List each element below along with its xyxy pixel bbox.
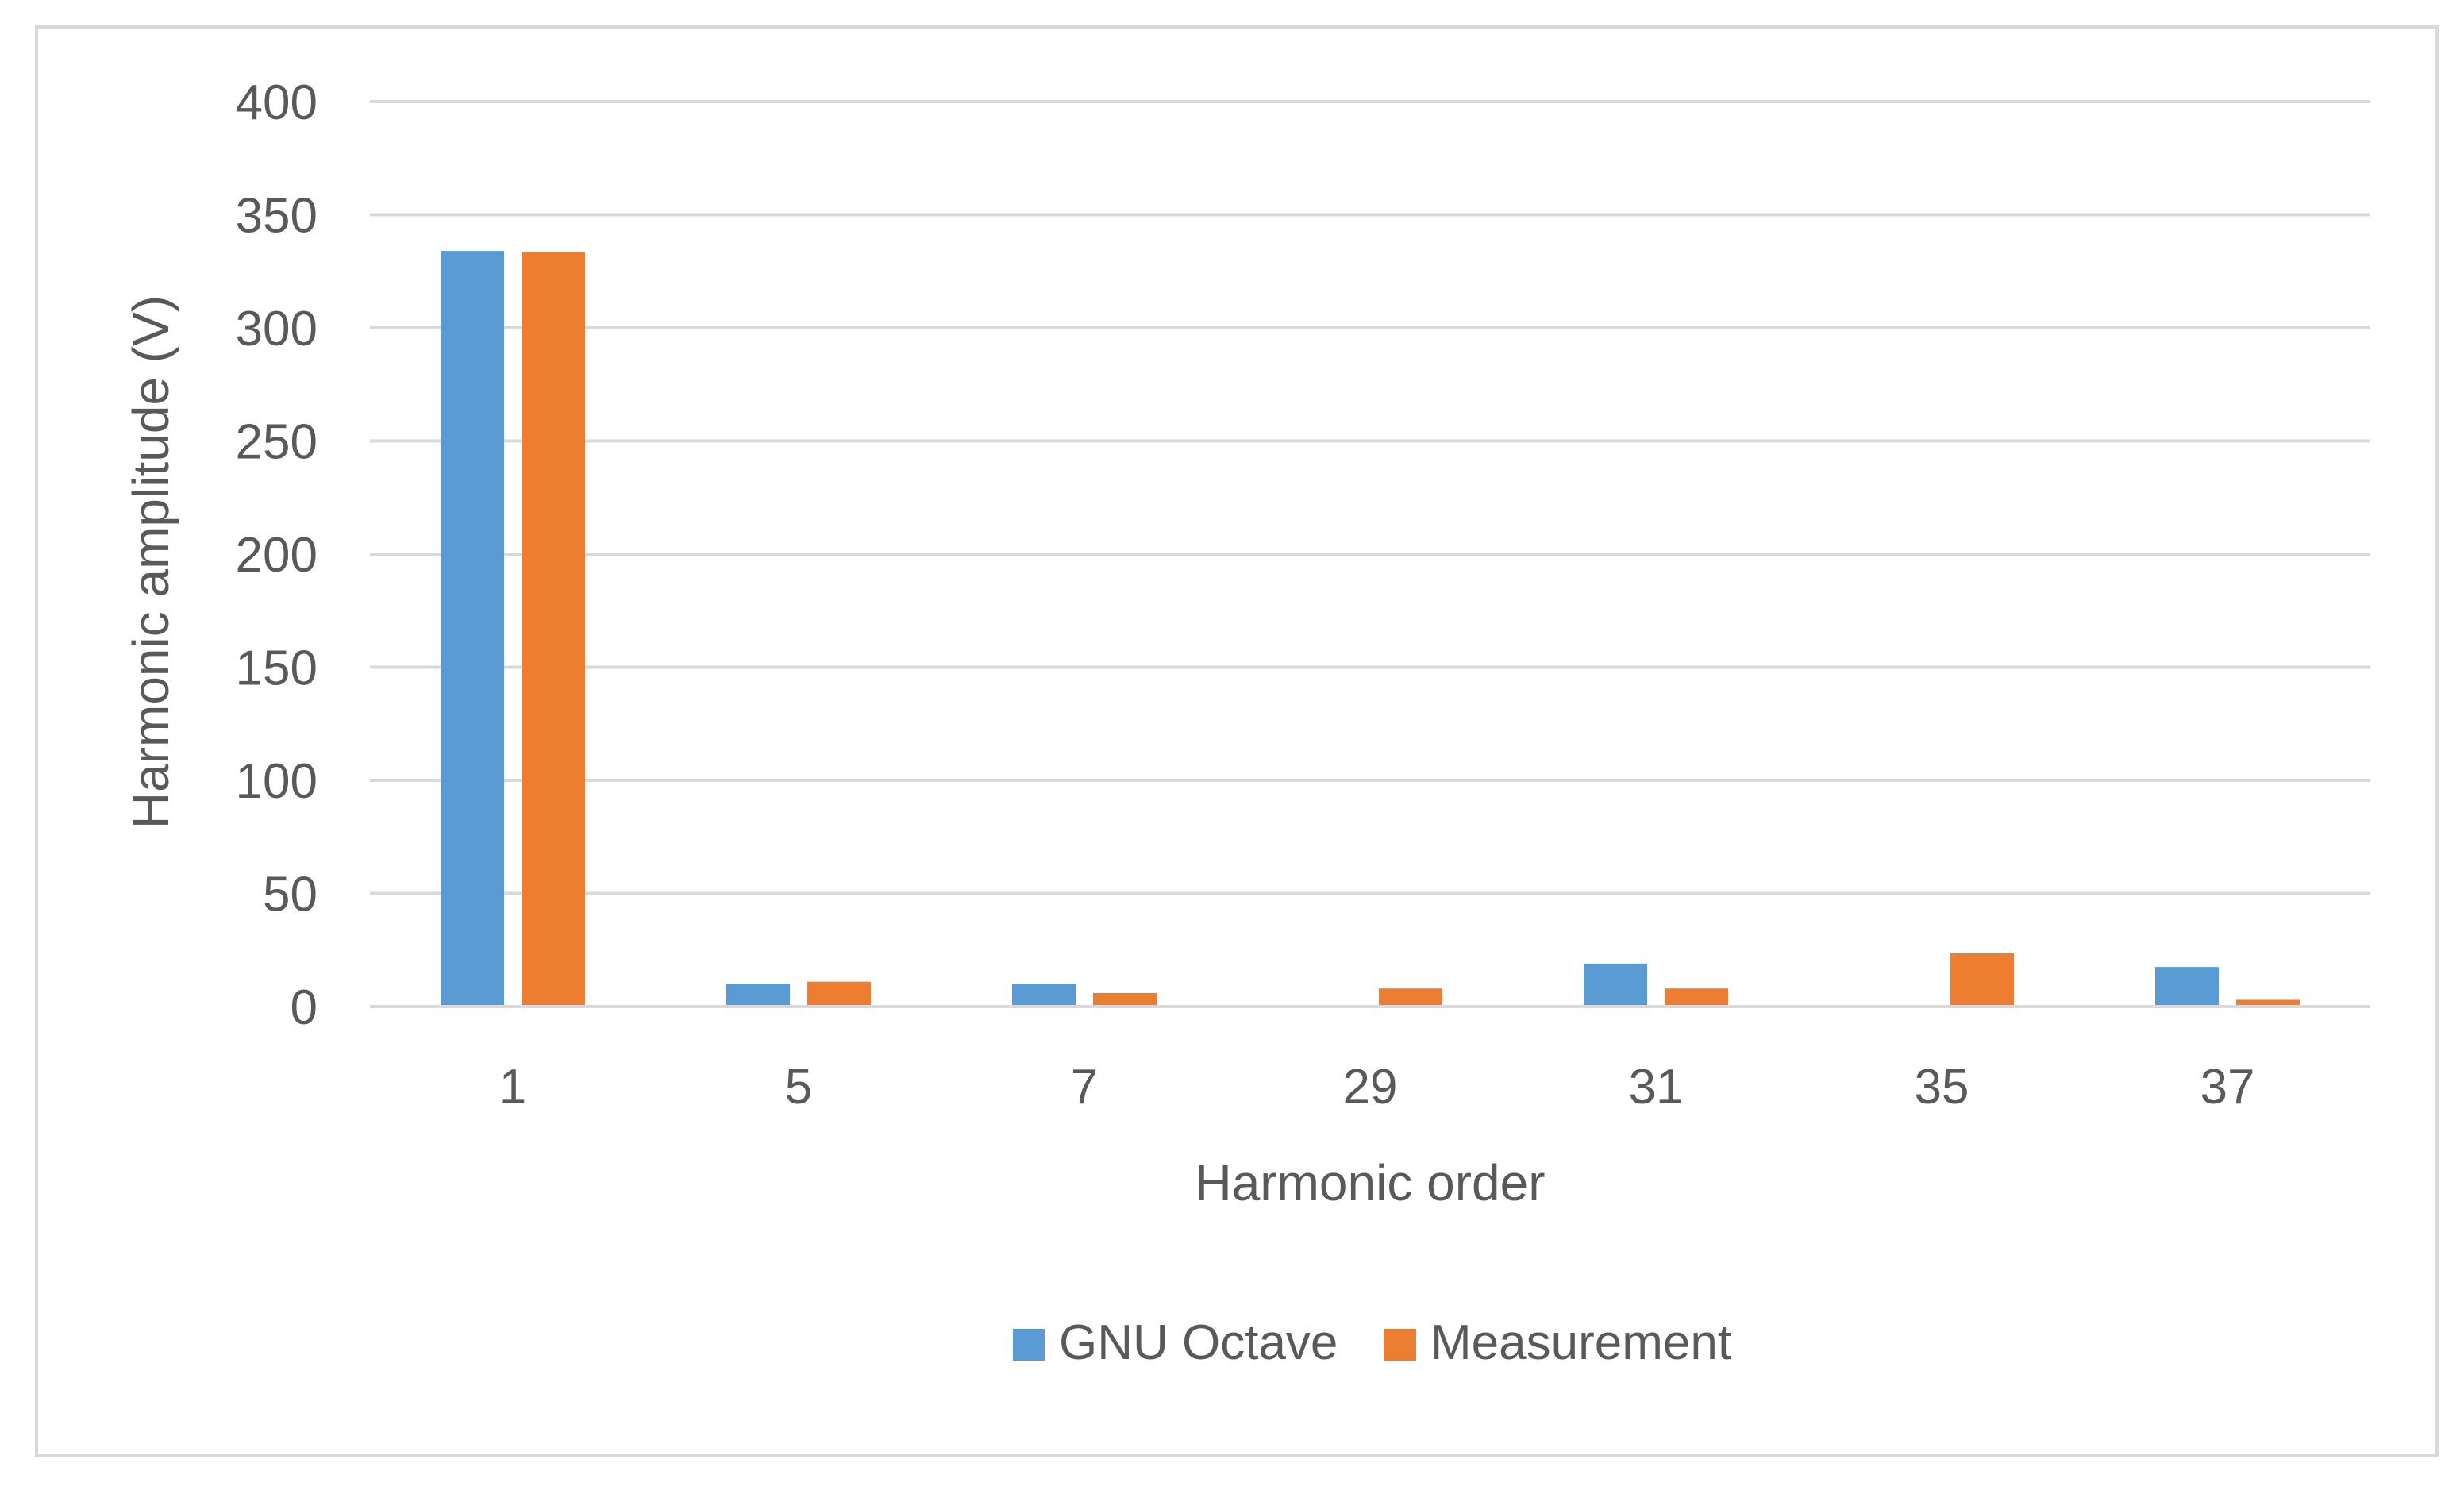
x-tick-label: 35 [1915,1060,1969,1115]
bar-gnu-octave-37 [2155,967,2219,1007]
legend-label: Measurement [1430,1315,1731,1370]
y-tick-label: 50 [263,868,318,922]
x-tick-label: 7 [1071,1060,1098,1115]
chart-border [35,25,2439,1457]
x-tick-label: 31 [1629,1060,1684,1115]
bar-gnu-octave-7 [1012,984,1076,1007]
y-tick-label: 200 [236,528,318,583]
bar-gnu-octave-31 [1584,963,1647,1007]
legend-swatch [1384,1329,1416,1361]
bar-measurement-35 [1950,953,2014,1007]
y-tick-label: 400 [236,75,318,130]
x-tick-label: 1 [499,1060,526,1115]
legend: GNU Octave Measurement [1013,1315,1731,1370]
y-tick-label: 300 [236,302,318,356]
bar-measurement-29 [1379,988,1442,1007]
bar-measurement-1 [522,252,585,1007]
y-tick-label: 350 [236,189,318,244]
y-tick-label: 100 [236,754,318,809]
x-tick-label: 37 [2200,1060,2255,1115]
y-axis-tick-labels: 0 50 100 150 200 250 300 350 400 [236,75,318,1035]
bar-measurement-7 [1093,992,1157,1007]
y-axis-title: Harmonic amplitude (V) [122,295,179,829]
legend-swatch [1013,1329,1045,1361]
bar-measurement-5 [807,981,871,1007]
x-tick-label: 29 [1343,1060,1398,1115]
bar-measurement-31 [1665,988,1728,1007]
y-tick-label: 250 [236,415,318,470]
gridlines [370,100,2370,895]
x-axis-tick-labels: 1 5 7 29 31 35 37 [499,1060,2255,1115]
legend-label: GNU Octave [1059,1315,1338,1370]
bar-gnu-octave-5 [726,984,790,1007]
y-tick-label: 0 [291,980,318,1035]
y-tick-label: 150 [236,641,318,696]
bar-gnu-octave-1 [441,251,504,1007]
bar-measurement-37 [2236,999,2300,1007]
x-axis-title: Harmonic order [1195,1154,1545,1211]
bars [441,251,2300,1007]
x-tick-label: 5 [785,1060,812,1115]
